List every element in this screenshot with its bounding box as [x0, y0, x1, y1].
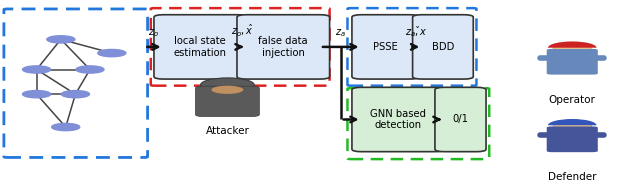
Circle shape	[200, 78, 254, 92]
Circle shape	[553, 121, 591, 131]
Text: 0/1: 0/1	[452, 114, 468, 124]
Text: $z_a, \check{x}$: $z_a, \check{x}$	[404, 24, 427, 39]
FancyBboxPatch shape	[352, 87, 445, 152]
Text: PSSE: PSSE	[373, 42, 398, 52]
Circle shape	[211, 86, 243, 94]
Text: GNN based
detection: GNN based detection	[370, 109, 426, 130]
FancyBboxPatch shape	[195, 86, 259, 116]
Circle shape	[22, 66, 51, 73]
FancyBboxPatch shape	[352, 15, 419, 79]
Circle shape	[76, 66, 104, 73]
Wedge shape	[548, 41, 596, 48]
FancyBboxPatch shape	[154, 15, 246, 79]
FancyBboxPatch shape	[547, 126, 598, 152]
Circle shape	[98, 50, 126, 57]
FancyBboxPatch shape	[237, 15, 330, 79]
Circle shape	[22, 90, 51, 98]
Circle shape	[553, 44, 591, 54]
Text: $z_o$: $z_o$	[148, 27, 159, 39]
Text: $z_o, \hat{x}$: $z_o, \hat{x}$	[230, 23, 253, 39]
Circle shape	[61, 90, 90, 98]
Text: $z_a$: $z_a$	[335, 27, 346, 39]
Text: Attacker: Attacker	[205, 126, 250, 136]
FancyBboxPatch shape	[413, 15, 473, 79]
FancyBboxPatch shape	[547, 49, 598, 75]
Wedge shape	[548, 119, 596, 125]
Circle shape	[47, 36, 75, 43]
Text: Defender: Defender	[548, 172, 596, 182]
Text: local state
estimation: local state estimation	[174, 36, 227, 58]
Circle shape	[52, 123, 80, 131]
Text: Operator: Operator	[549, 95, 596, 105]
Text: false data
injection: false data injection	[259, 36, 308, 58]
FancyBboxPatch shape	[435, 87, 486, 152]
Text: BDD: BDD	[432, 42, 454, 52]
